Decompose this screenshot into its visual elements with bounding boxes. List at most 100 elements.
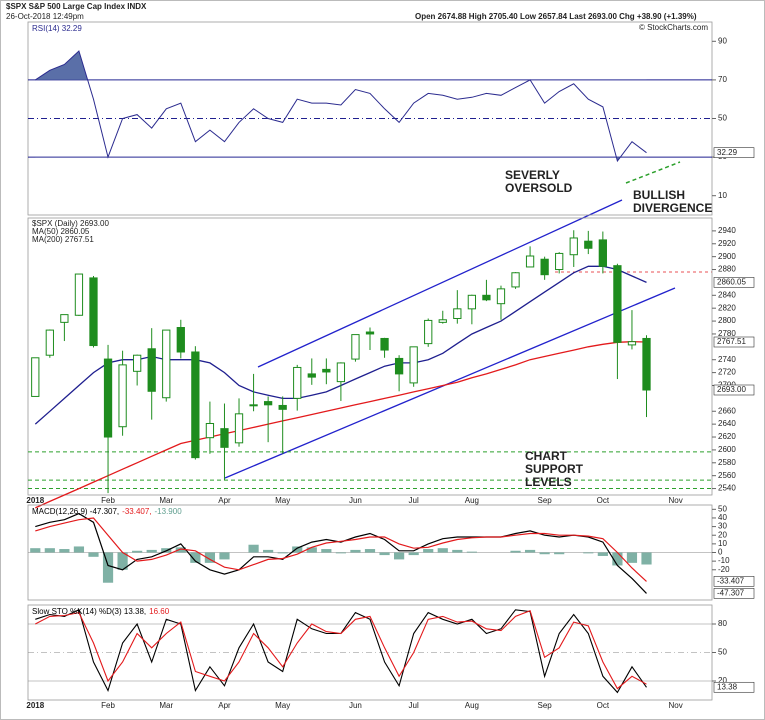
x-tick-label: May (275, 701, 290, 710)
panel (27, 217, 713, 496)
legend-entry: Slow STO %K(14) %D(3) 13.38, (32, 607, 146, 616)
series-line (35, 609, 647, 690)
legend-entry: $SPX (Daily) 2693.00 (32, 219, 109, 228)
series-line (35, 341, 647, 509)
y-tick-label: 2720 (718, 368, 736, 377)
candle-body (162, 329, 171, 399)
y-tick-label: 2880 (718, 265, 736, 274)
x-tick-label: Mar (159, 701, 173, 710)
y-tick-label: 2780 (718, 329, 736, 338)
histogram-bar (204, 552, 216, 563)
candle-body (394, 357, 404, 375)
histogram-bar (146, 549, 157, 553)
x-tick-label: Jun (349, 496, 362, 505)
legend-entry: RSI(14) 32.29 (32, 24, 82, 33)
candle-body (525, 255, 535, 268)
y-tick-label: 2820 (718, 303, 736, 312)
histogram-bar (263, 549, 274, 553)
candle-body (467, 294, 477, 310)
x-tick-label: Mar (159, 496, 173, 505)
histogram-bar (408, 552, 419, 556)
histogram-bar (190, 552, 201, 563)
candle-body (409, 346, 418, 384)
y-tick-label: 90 (718, 36, 727, 45)
channel-lower (224, 287, 676, 479)
histogram-bar (524, 549, 536, 553)
histogram-bar (277, 552, 288, 554)
legend-entry: 16.60 (149, 607, 170, 616)
channel-upper (257, 199, 623, 368)
y-tick-label: 2900 (718, 252, 736, 261)
candle-body (176, 327, 185, 353)
candle-body (31, 357, 40, 397)
value-tag: -47.307 (717, 588, 745, 597)
value-tag-box (713, 576, 755, 587)
legend-entry: MA(50) 2860.05 (32, 227, 90, 236)
annotation: BULLISH (633, 188, 685, 202)
y-tick-label: 2600 (718, 445, 736, 454)
y-tick-label: 20 (718, 530, 727, 539)
divergence-line (625, 161, 681, 184)
histogram-bar (437, 548, 448, 553)
candle-body (453, 308, 462, 319)
histogram-bar (641, 552, 652, 565)
y-tick-label: 2540 (718, 484, 736, 493)
histogram-bar (539, 552, 550, 555)
candle-body (45, 329, 54, 356)
x-tick-label: Nov (668, 496, 682, 505)
y-tick-label: 80 (718, 619, 727, 628)
y-tick-label: -10 (718, 556, 730, 565)
candle-body (263, 401, 273, 406)
histogram-bar (335, 552, 346, 554)
candle-body (613, 265, 622, 343)
candle-body (642, 337, 651, 391)
y-tick-label: 2800 (718, 316, 736, 325)
x-tick-label: Feb (101, 701, 115, 710)
candle-body (322, 368, 331, 373)
histogram-bar (597, 552, 608, 556)
y-tick-label: 70 (718, 75, 727, 84)
histogram-bar (117, 552, 128, 570)
candle-body (307, 373, 316, 378)
candle-body (584, 240, 593, 249)
y-tick-label: 0 (718, 548, 723, 557)
candle-body (555, 252, 564, 271)
histogram-bar (350, 549, 361, 553)
histogram-bar (30, 548, 41, 553)
y-tick-label: 10 (718, 539, 727, 548)
legend-entry: -33.407, (122, 507, 151, 516)
candle-body (496, 288, 506, 305)
value-tag-box (713, 384, 755, 396)
x-tick-label: Sep (538, 496, 553, 505)
x-tick-label: Apr (218, 496, 231, 505)
legend-entry: MA(200) 2767.51 (32, 235, 94, 244)
x-tick-label: May (275, 496, 290, 505)
y-tick-label: 50 (718, 648, 727, 657)
candle-body (482, 294, 491, 301)
y-tick-label: 2940 (718, 226, 736, 235)
y-tick-label: 50 (718, 114, 727, 123)
x-tick-label: Aug (465, 701, 479, 710)
candle-body (380, 337, 389, 351)
histogram-bar (612, 552, 623, 566)
histogram-bar (321, 549, 332, 553)
candle-body (249, 404, 258, 407)
candle-body (365, 331, 375, 335)
candle-body (424, 319, 433, 345)
histogram-bar (379, 552, 390, 556)
candle-body (60, 314, 69, 323)
histogram-bar (73, 546, 85, 553)
histogram-bar (510, 550, 521, 553)
candle-body (205, 422, 215, 439)
x-tick-label: Jul (409, 496, 419, 505)
candle-body (133, 354, 142, 372)
histogram-bar (394, 552, 405, 560)
legend: RSI(14) 32.29 (32, 24, 82, 33)
histogram-bar (626, 552, 638, 563)
x-tick-label: Feb (101, 496, 115, 505)
histogram-bar (554, 552, 565, 555)
candle-body (74, 273, 84, 316)
x-tick-label: Aug (465, 496, 479, 505)
candle-body (569, 237, 578, 256)
